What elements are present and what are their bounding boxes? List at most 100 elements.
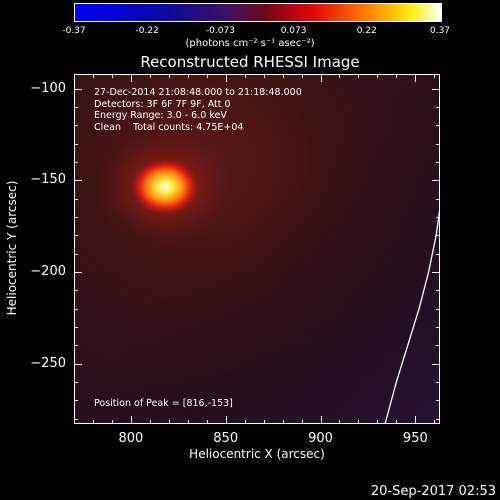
colorbar-tick-label: 0.37 [429, 26, 451, 36]
axis-tick [301, 420, 303, 424]
axis-tick [206, 74, 208, 78]
axis-tick [436, 345, 440, 347]
axis-tick [74, 308, 78, 310]
axis-tick [74, 161, 78, 163]
axis-tick [358, 420, 360, 424]
axis-tick [168, 74, 170, 78]
axis-tick [74, 106, 78, 108]
axis-tick [377, 420, 379, 424]
axis-tick [206, 420, 208, 424]
y-tick-label: −100 [30, 80, 66, 96]
y-tick-label: −200 [30, 263, 66, 279]
axis-tick [74, 290, 78, 292]
flare-source [131, 158, 200, 215]
axis-tick [339, 420, 341, 424]
axis-tick [92, 74, 94, 78]
axis-tick [436, 235, 440, 237]
axis-tick [436, 88, 440, 90]
y-tick-label: −250 [30, 355, 66, 371]
annotation-time: 27-Dec-2014 21:08:48.000 to 21:18:48.000 [94, 87, 302, 98]
colorbar-tick-label: -0.073 [205, 26, 235, 36]
colorbar-tick-label: 0.22 [356, 26, 377, 36]
axis-tick [74, 363, 82, 365]
axis-tick [263, 420, 265, 424]
axis-tick [74, 271, 82, 273]
axis-tick [74, 253, 78, 255]
axis-tick [415, 74, 417, 82]
axis-tick [149, 420, 151, 424]
axis-tick [415, 420, 417, 424]
axis-tick [436, 271, 440, 273]
timestamp: 20-Sep-2017 02:53 [370, 484, 496, 499]
axis-tick [301, 74, 303, 78]
axis-tick [320, 74, 322, 82]
axis-tick [74, 216, 78, 218]
axis-tick [436, 363, 440, 365]
axis-tick [436, 161, 440, 163]
axis-tick [74, 235, 78, 237]
chart-title: Reconstructed RHESSI Image [140, 53, 360, 71]
axis-tick [434, 420, 436, 424]
axis-tick [74, 88, 78, 90]
axis-tick [130, 74, 132, 78]
axis-tick [74, 418, 78, 420]
axis-tick [130, 74, 132, 82]
axis-tick [168, 420, 170, 424]
x-axis-label: Heliocentric X (arcsec) [189, 447, 325, 461]
axis-tick [415, 74, 417, 78]
rhessi-image [74, 74, 440, 424]
x-tick-label: 900 [308, 431, 333, 446]
axis-tick [74, 363, 78, 365]
x-tick-label: 950 [402, 431, 428, 446]
axis-tick [377, 74, 379, 78]
annotation-detectors: Detectors: 3F 6F 7F 9F, Att 0 [94, 98, 231, 110]
colorbar [74, 3, 442, 22]
axis-tick [436, 125, 440, 127]
axis-tick [74, 180, 82, 182]
axis-tick [92, 420, 94, 424]
axis-tick [130, 420, 132, 424]
axis-tick [187, 74, 189, 78]
axis-tick [111, 74, 113, 78]
axis-tick [436, 143, 440, 145]
axis-tick [74, 180, 78, 182]
axis-tick [74, 88, 82, 90]
axis-tick [244, 74, 246, 78]
axis-tick [436, 198, 440, 200]
axis-tick [282, 420, 284, 424]
axis-tick [244, 420, 246, 424]
axis-tick [436, 253, 440, 255]
axis-tick [74, 400, 78, 402]
axis-tick [436, 400, 440, 402]
axis-tick [436, 418, 440, 420]
axis-tick [225, 420, 227, 424]
axis-tick [111, 420, 113, 424]
y-tick-label: −150 [30, 172, 66, 188]
axis-tick [74, 326, 78, 328]
axis-tick [396, 420, 398, 424]
axis-tick [436, 308, 440, 310]
colorbar-tick-label: 0.073 [280, 26, 307, 36]
annotation-clean: Clean Total counts: 4.75E+04 [94, 121, 244, 133]
axis-tick [436, 180, 440, 182]
colorbar-tick-label: -0.37 [62, 26, 86, 36]
axis-tick [225, 74, 227, 82]
axis-tick [320, 74, 322, 78]
axis-tick [436, 381, 440, 383]
axis-tick [74, 125, 78, 127]
axis-tick [74, 271, 78, 273]
axis-tick [320, 420, 322, 424]
axis-tick [263, 74, 265, 78]
axis-tick [74, 198, 78, 200]
axis-tick [339, 74, 341, 78]
x-tick-label: 850 [213, 431, 239, 446]
y-axis-label: Heliocentric Y (arcsec) [5, 180, 19, 316]
colorbar-tick-label: -0.22 [135, 26, 159, 36]
axis-tick [187, 420, 189, 424]
axis-tick [149, 74, 151, 78]
axis-tick [434, 74, 436, 78]
axis-tick [396, 74, 398, 78]
axis-tick [358, 74, 360, 78]
axis-tick [282, 74, 284, 78]
x-tick-label: 800 [118, 431, 144, 446]
